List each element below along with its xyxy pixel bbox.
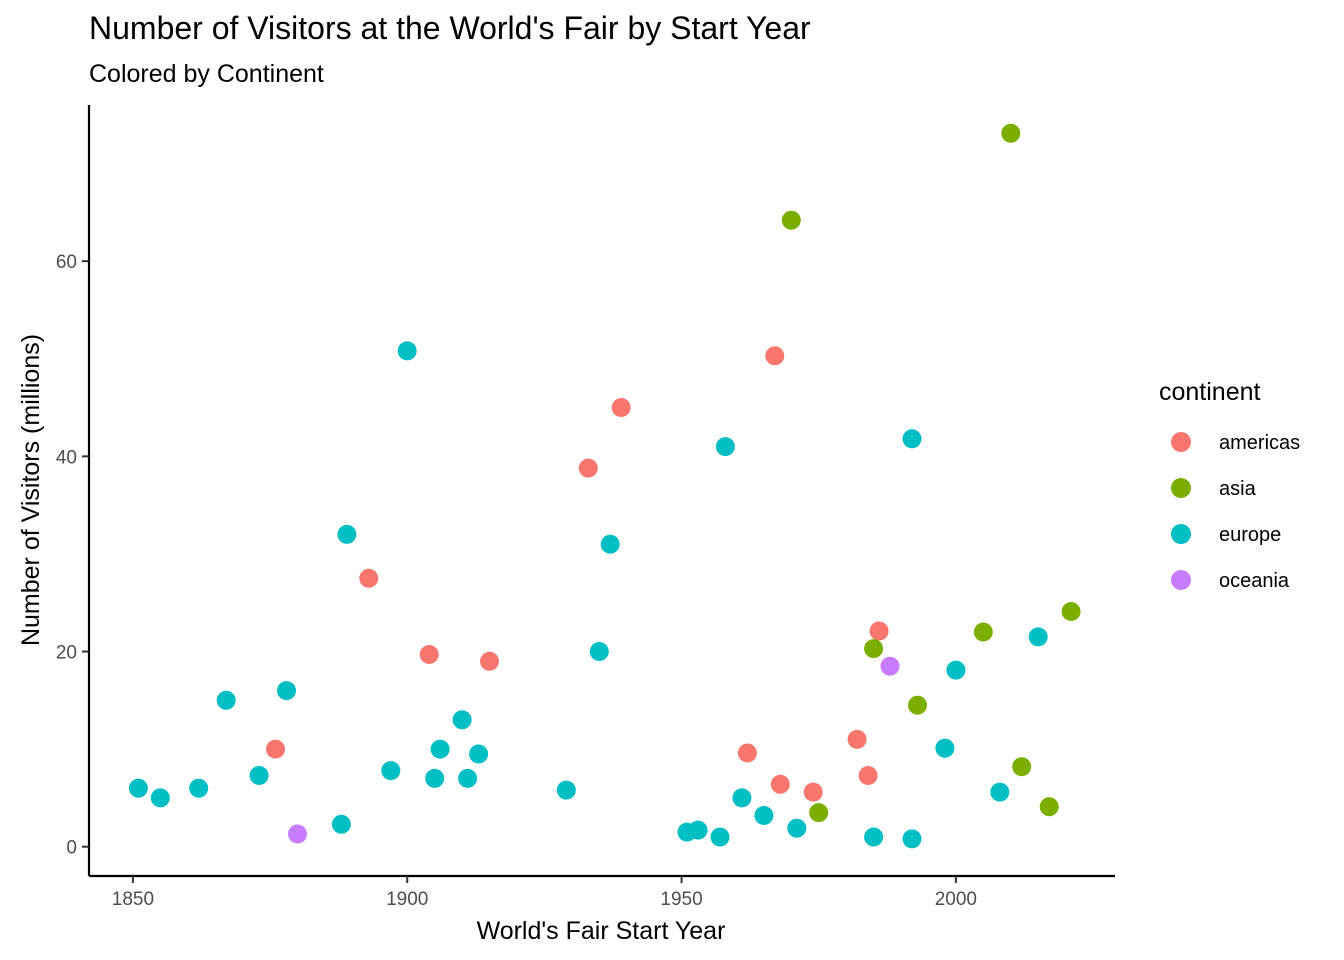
- point-americas-3: [480, 651, 499, 671]
- point-asia-4: [973, 622, 993, 642]
- point-europe-26: [902, 429, 922, 449]
- point-europe-9: [397, 341, 417, 361]
- y-axis-title: Number of Visitors (millions): [17, 334, 45, 646]
- point-asia-3: [908, 695, 927, 715]
- point-asia-1: [809, 803, 829, 823]
- point-americas-1: [359, 568, 379, 588]
- point-europe-12: [452, 710, 472, 730]
- point-europe-19: [688, 820, 708, 840]
- point-europe-13: [458, 768, 478, 788]
- point-europe-29: [946, 660, 966, 680]
- point-europe-10: [425, 768, 445, 788]
- point-europe-23: [754, 806, 774, 825]
- x-axis-title: World's Fair Start Year: [477, 917, 726, 945]
- y-tick-label-40: 40: [56, 447, 77, 468]
- point-europe-16: [589, 642, 609, 661]
- point-europe-31: [1028, 627, 1048, 647]
- point-oceania-1: [880, 656, 900, 676]
- point-americas-2: [419, 645, 439, 664]
- point-europe-7: [337, 524, 357, 544]
- point-oceania-0: [288, 824, 307, 844]
- point-europe-22: [732, 788, 752, 808]
- legend-key-asia: [1171, 478, 1191, 498]
- point-europe-0: [128, 778, 148, 798]
- chart-subtitle: Colored by Continent: [89, 60, 324, 88]
- point-americas-8: [770, 774, 790, 794]
- point-americas-0: [266, 739, 285, 759]
- point-europe-27: [902, 829, 922, 849]
- point-asia-7: [1039, 797, 1059, 817]
- point-americas-12: [869, 621, 889, 641]
- y-tick-label-0: 0: [66, 838, 77, 859]
- x-tick-label-1900: 1900: [386, 889, 428, 910]
- point-asia-5: [1001, 123, 1021, 143]
- legend-key-europe: [1171, 524, 1191, 544]
- point-asia-0: [781, 210, 801, 230]
- point-europe-1: [150, 788, 170, 808]
- point-europe-24: [787, 818, 807, 838]
- point-europe-5: [277, 681, 296, 701]
- y-tick-label-20: 20: [56, 643, 77, 664]
- point-americas-4: [578, 458, 598, 478]
- point-europe-21: [715, 437, 735, 457]
- legend-label-oceania: oceania: [1219, 570, 1290, 592]
- point-europe-2: [189, 778, 209, 798]
- point-europe-11: [430, 739, 450, 759]
- x-tick-label-1850: 1850: [112, 889, 154, 910]
- point-europe-30: [990, 782, 1010, 802]
- x-tick-label-1950: 1950: [660, 889, 702, 910]
- point-americas-6: [737, 743, 757, 763]
- point-americas-10: [847, 729, 867, 749]
- point-americas-9: [803, 782, 823, 802]
- point-europe-20: [710, 827, 730, 847]
- axes-layer: 1850 1900 1950 2000 0 20 40 60: [56, 105, 1115, 910]
- point-americas-11: [858, 766, 878, 785]
- point-europe-15: [556, 780, 576, 800]
- point-asia-2: [864, 639, 884, 659]
- point-europe-17: [600, 534, 620, 554]
- point-americas-5: [611, 398, 631, 417]
- legend-label-asia: asia: [1219, 478, 1257, 500]
- points-layer: [128, 123, 1081, 849]
- legend-label-europe: europe: [1219, 524, 1281, 546]
- legend-key-oceania: [1171, 570, 1191, 590]
- point-asia-6: [1012, 757, 1032, 777]
- x-tick-label-2000: 2000: [935, 889, 977, 910]
- y-tick-label-60: 60: [56, 252, 77, 273]
- point-americas-7: [765, 346, 785, 366]
- point-europe-3: [216, 690, 236, 710]
- legend-key-americas: [1171, 432, 1191, 452]
- legend: continent americas asia europe oceania: [1159, 378, 1300, 592]
- legend-label-americas: americas: [1219, 432, 1300, 454]
- point-europe-25: [864, 827, 884, 847]
- legend-title: continent: [1159, 378, 1261, 406]
- point-europe-4: [249, 766, 269, 785]
- chart-title: Number of Visitors at the World's Fair b…: [89, 10, 811, 46]
- point-europe-6: [331, 814, 351, 834]
- point-asia-8: [1061, 602, 1081, 621]
- point-europe-14: [469, 744, 489, 764]
- point-europe-28: [935, 738, 955, 758]
- point-europe-8: [381, 761, 401, 781]
